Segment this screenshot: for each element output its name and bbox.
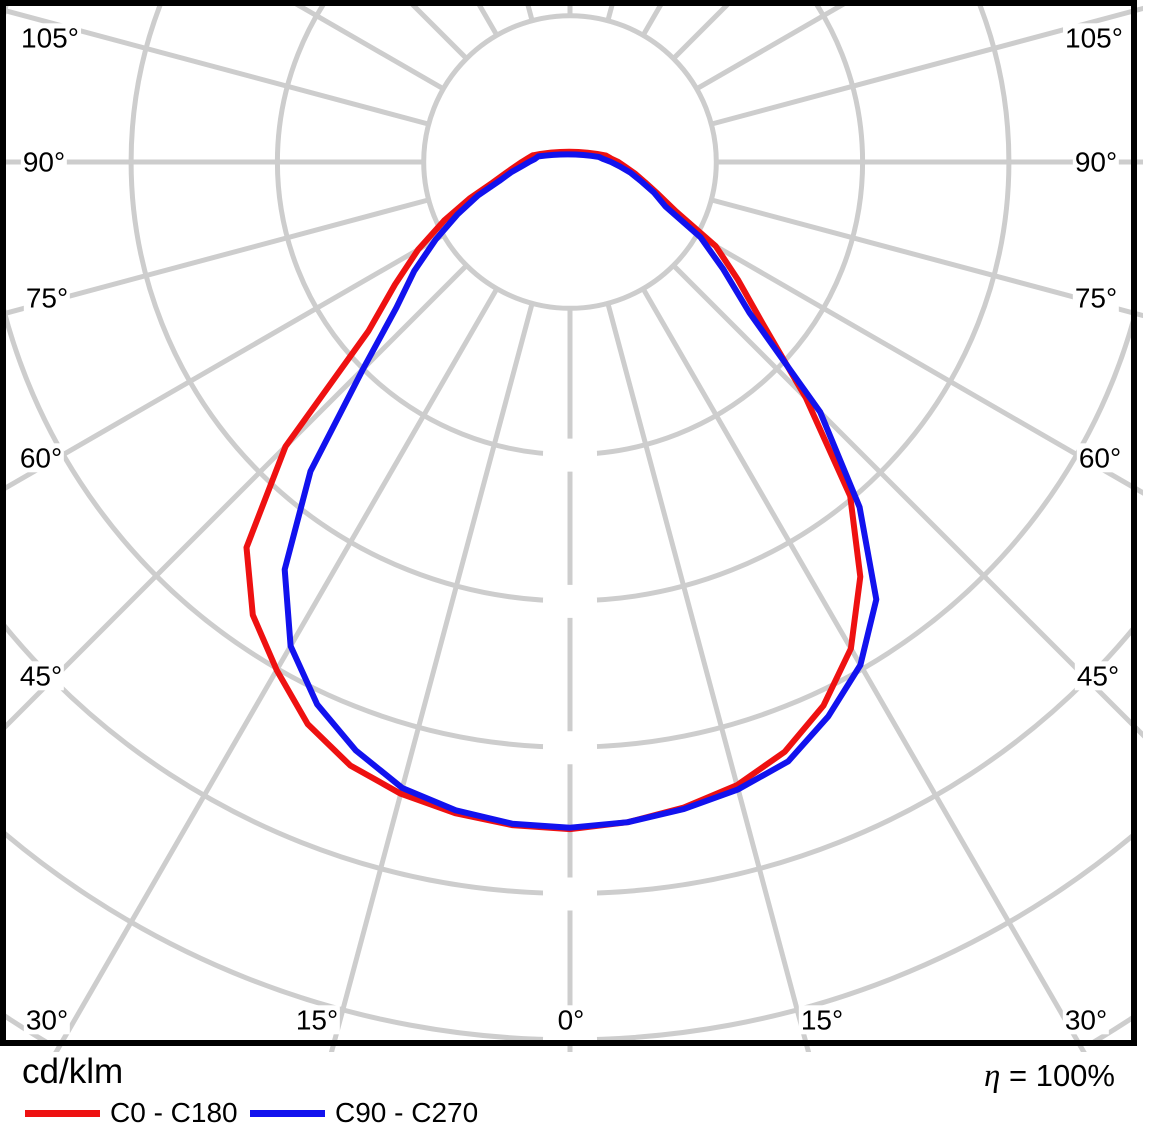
axis-value-box — [543, 731, 597, 765]
grid-radial-line — [0, 6, 430, 127]
legend-swatch-red — [25, 1109, 100, 1117]
axis-value-box — [543, 584, 597, 618]
legend-swatch-blue — [250, 1109, 325, 1117]
grid-radial-line — [605, 302, 812, 1052]
angle-label-right-105: 105° — [1063, 22, 1125, 54]
angle-label-left-45: 45° — [17, 660, 65, 692]
legend-item-c0-c180: C0 - C180 — [25, 1098, 238, 1128]
legend-item-c90-c270: C90 - C270 — [250, 1098, 478, 1128]
grid-radial-line — [710, 197, 1143, 319]
angle-label-right-90: 90° — [1072, 146, 1120, 178]
grid-ring — [421, 13, 719, 311]
angle-label-bottom-30: 30° — [23, 1004, 71, 1036]
eta-symbol: η — [983, 1058, 1001, 1094]
grid-radial-line — [0, 232, 445, 494]
curve-c90-c270 — [281, 151, 880, 831]
angle-label-bottom-30: 30° — [1062, 1004, 1110, 1036]
legend-label-c0-c180: C0 - C180 — [110, 1097, 238, 1128]
grid-radial-line — [710, 5, 1143, 127]
curves — [243, 148, 880, 833]
grid-ring — [6, 6, 1131, 750]
legend: C0 - C180 C90 - C270 — [0, 1098, 1164, 1132]
grid-radial-line — [328, 302, 535, 1052]
angle-label-left-105: 105° — [19, 22, 81, 54]
light-output-ratio: η = 100% — [984, 1058, 1115, 1095]
eta-value: = 100% — [1008, 1058, 1115, 1093]
angle-label-left-90: 90° — [20, 146, 68, 178]
angle-label-bottom-15: 15° — [293, 1004, 341, 1036]
plot-border — [0, 0, 1137, 1046]
angle-label-right-75: 75° — [1072, 282, 1120, 314]
axis-value-box — [543, 877, 597, 911]
grid-radial-line — [640, 287, 1087, 1052]
angle-label-right-60: 60° — [1076, 442, 1124, 474]
angle-label-left-75: 75° — [23, 282, 71, 314]
angle-label-right-45: 45° — [1074, 660, 1122, 692]
grid-radial-line — [0, 263, 469, 736]
grid-radial-line — [695, 232, 1143, 496]
angle-label-bottom-0: 0° — [555, 1004, 587, 1036]
angle-label-bottom-15: 15° — [798, 1004, 846, 1036]
radial-unit-label: cd/klm — [22, 1052, 124, 1091]
axis-value-box — [543, 438, 597, 472]
grid-radial-line — [0, 197, 430, 318]
grid-radial-line — [53, 287, 500, 1052]
legend-label-c90-c270: C90 - C270 — [335, 1097, 479, 1128]
angle-label-left-60: 60° — [17, 442, 65, 474]
